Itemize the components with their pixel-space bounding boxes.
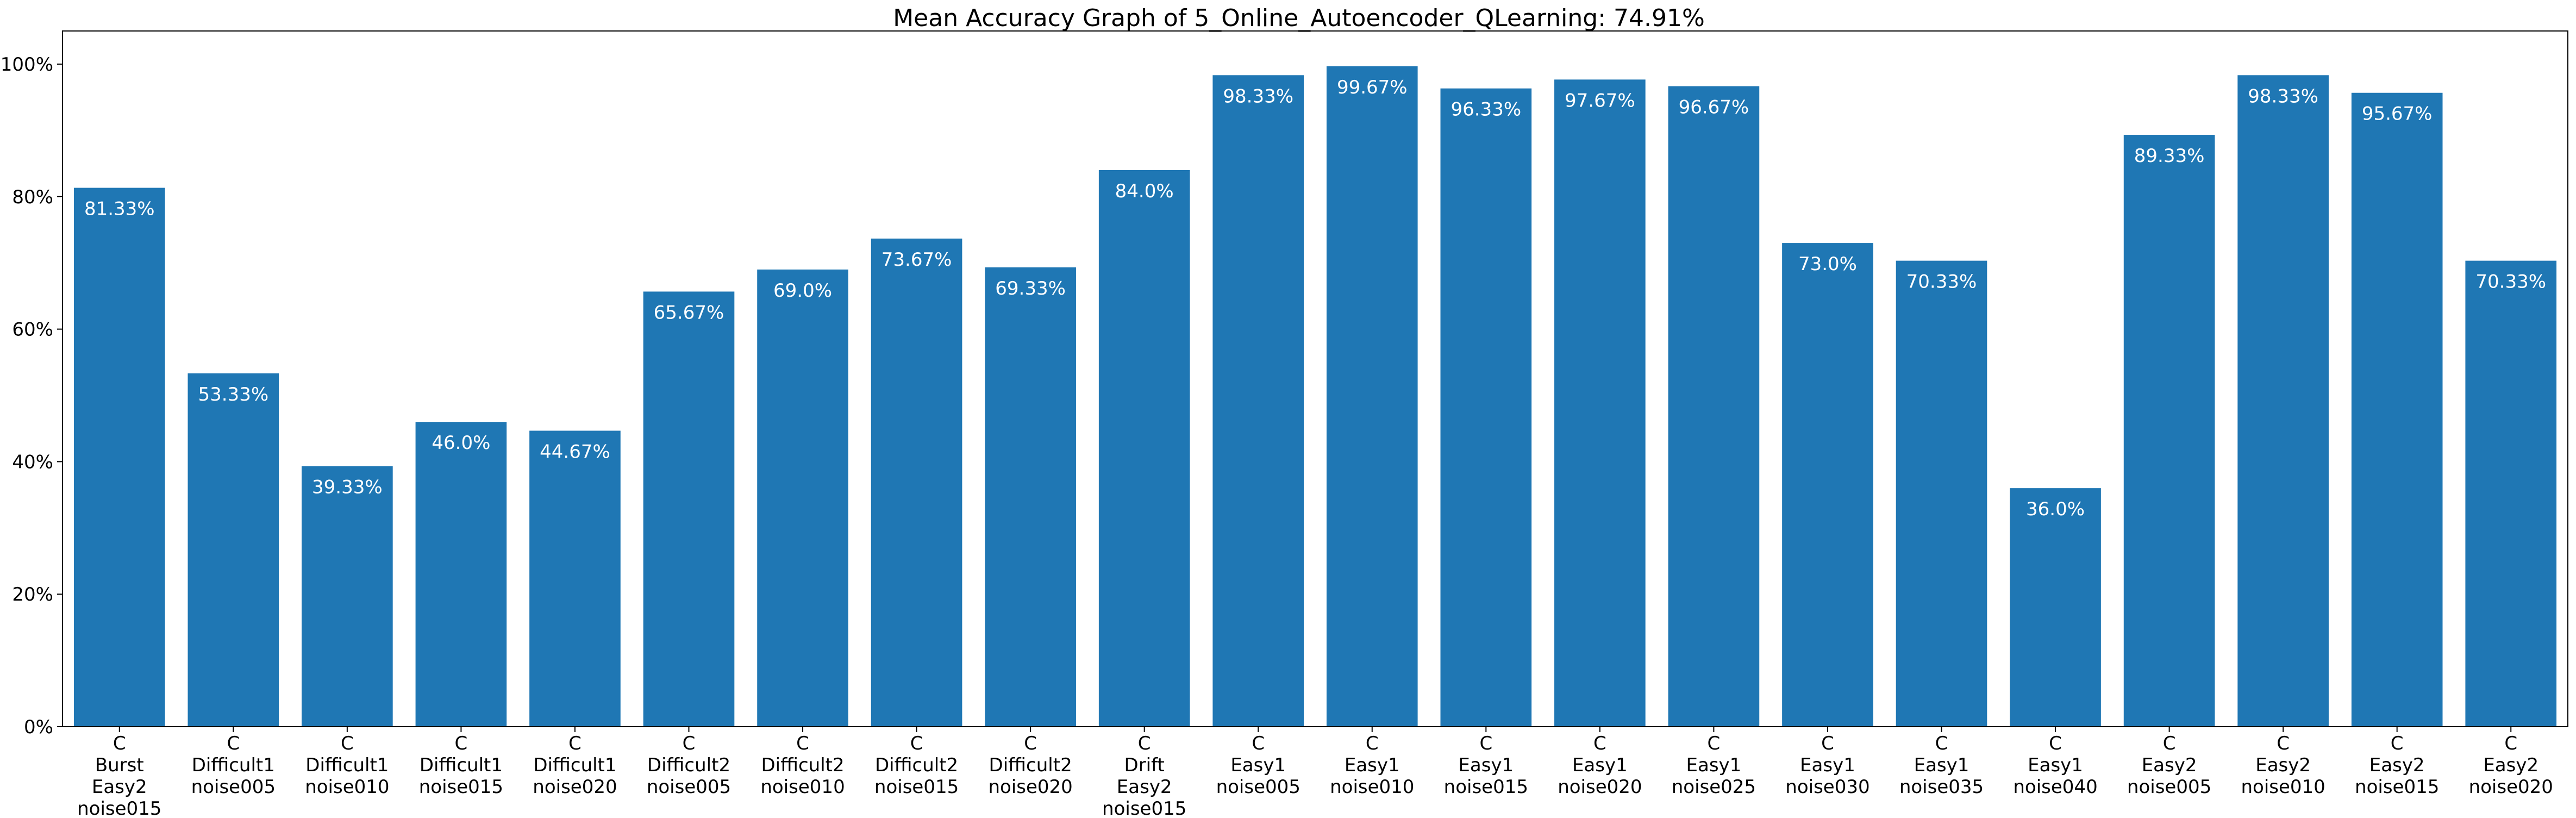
x-tick-label: C Difficult1 noise005	[191, 733, 276, 798]
bar-value-label: 96.67%	[1679, 97, 1749, 118]
plot-frame	[62, 30, 2568, 727]
x-tick-label: C Easy2 noise020	[2469, 733, 2553, 798]
x-tick-label: C Easy1 noise020	[1558, 733, 1642, 798]
x-axis: C Burst Easy2 noise015 C Difficult1 noise005 C D…	[77, 727, 2553, 818]
x-tick-label: C Easy1 noise010	[1330, 733, 1414, 798]
bar-value-label: 81.33%	[84, 198, 155, 220]
bar-value-label: 84.0%	[1115, 180, 1174, 202]
bar	[2237, 75, 2329, 727]
x-tick-label: C Easy2 noise015	[2355, 733, 2439, 798]
bar	[187, 373, 279, 727]
bar-value-label: 95.67%	[2362, 103, 2433, 125]
x-tick-label: C Difficult2 noise010	[760, 733, 845, 798]
bar	[1098, 170, 1190, 727]
bar-value-label: 46.0%	[432, 432, 490, 454]
bar-value-label: 96.33%	[1450, 99, 1521, 121]
y-tick-label: 20%	[12, 584, 53, 605]
x-tick-label: C Easy1 noise025	[1672, 733, 1756, 798]
x-tick-label: C Easy2 noise005	[2127, 733, 2211, 798]
x-tick-label: C Difficult2 noise005	[647, 733, 731, 798]
x-tick-label: C Burst Easy2 noise015	[77, 733, 161, 815]
bar	[2351, 92, 2443, 727]
bar	[1212, 75, 1304, 727]
bar-value-label: 69.0%	[773, 280, 832, 302]
y-tick-label: 80%	[12, 186, 53, 208]
bar	[2123, 135, 2215, 727]
bar-value-label: 97.67%	[1565, 90, 1635, 111]
x-tick-label: C Difficult2 noise015	[874, 733, 959, 798]
x-tick-label: C Easy1 noise015	[1444, 733, 1528, 798]
bar-value-label: 98.33%	[2248, 85, 2318, 107]
bar	[757, 269, 848, 727]
bar-value-label: 69.33%	[995, 278, 1066, 299]
bar-value-label: 70.33%	[1906, 271, 1977, 293]
bar	[73, 188, 165, 727]
y-axis: 0% 20% 40% 60% 80% 100%	[1, 54, 62, 738]
x-tick-label: C Easy1 noise040	[2013, 733, 2097, 798]
y-tick-label: 0%	[24, 716, 53, 738]
bar-value-label: 70.33%	[2475, 271, 2546, 293]
bar-value-label: 89.33%	[2134, 145, 2205, 167]
y-tick-label: 60%	[12, 319, 53, 341]
bar-value-label: 44.67%	[540, 441, 610, 463]
y-tick-label: 40%	[12, 451, 53, 473]
bar	[643, 291, 735, 727]
bar	[1554, 79, 1646, 727]
x-tick-label: C Easy1 noise005	[1216, 733, 1300, 798]
x-tick-label: C Difficult1 noise015	[419, 733, 503, 798]
bar-value-label: 73.67%	[881, 249, 952, 271]
bar-value-label: 65.67%	[654, 302, 724, 323]
bar	[415, 422, 507, 727]
bar-value-label: 99.67%	[1337, 77, 1408, 98]
bar	[1326, 66, 1418, 727]
bar-value-label: 53.33%	[198, 384, 268, 405]
bar	[1896, 260, 1987, 727]
bar	[1440, 88, 1532, 727]
x-tick-label: C Difficult1 noise020	[533, 733, 617, 798]
x-tick-label: C Drift Easy2 noise015	[1102, 733, 1186, 815]
y-tick-label: 100%	[1, 54, 53, 76]
bar	[985, 267, 1076, 727]
bar-value-label: 39.33%	[312, 477, 383, 498]
bar	[1782, 243, 1873, 727]
bar	[2465, 260, 2557, 727]
bar-value-label: 98.33%	[1223, 85, 1293, 107]
bar-value-label: 36.0%	[2026, 498, 2085, 520]
chart-title: Mean Accuracy Graph of 5_Online_Autoenco…	[893, 4, 1705, 32]
x-tick-label: C Difficult2 noise020	[988, 733, 1072, 798]
x-tick-label: C Difficult1 noise010	[305, 733, 389, 798]
bar	[2010, 488, 2101, 727]
bar-value-label: 73.0%	[1798, 253, 1857, 275]
bar	[1668, 86, 1760, 727]
x-tick-label: C Easy1 noise030	[1785, 733, 1870, 798]
bars-layer: 81.33% 53.33% 39.33% 46.0% 44.67% 65.67% 69.0%…	[73, 66, 2557, 727]
bar	[302, 466, 393, 727]
x-tick-label: C Easy2 noise010	[2241, 733, 2325, 798]
bar	[529, 430, 621, 727]
bar	[871, 238, 962, 727]
x-tick-label: C Easy1 noise035	[1899, 733, 1984, 798]
